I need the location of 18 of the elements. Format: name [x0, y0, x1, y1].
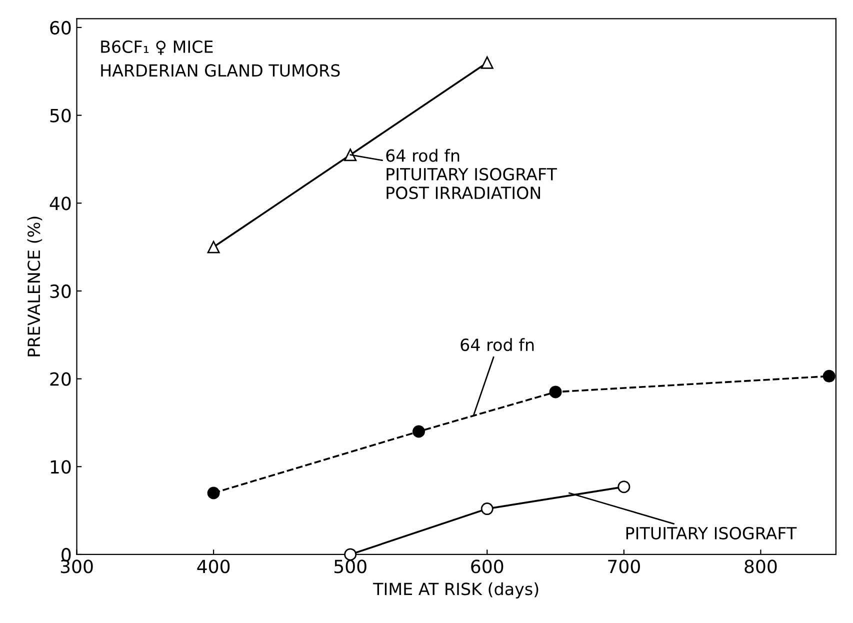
x-tick-label: 500 [334, 560, 366, 574]
y-tick-label: 60 [50, 20, 71, 35]
x-tick-label: 600 [471, 560, 504, 574]
y-tick-label: 40 [50, 196, 71, 210]
y-axis-title: PREVALENCE (%) [27, 216, 42, 356]
annotation: 64 rod fn PITUITARY ISOGRAFT POST IRRADIATION [386, 148, 557, 200]
x-axis-title: TIME AT RISK (days) [373, 582, 538, 598]
y-tick-label: 10 [50, 460, 71, 474]
x-tick-label: 300 [60, 560, 93, 574]
y-tick-label: 20 [50, 372, 71, 386]
y-tick-label: 50 [50, 108, 71, 122]
annotation: 64 rod fn [460, 338, 534, 352]
x-tick-label: 400 [197, 560, 230, 574]
annotation: PITUITARY ISOGRAFT [626, 526, 797, 540]
x-tick-label: 800 [744, 560, 777, 574]
x-tick-label: 700 [608, 560, 640, 574]
y-tick-label: 30 [50, 284, 71, 298]
annotation: B6CF₁ ♀ MICE HARDERIAN GLAND TUMORS [101, 40, 340, 77]
